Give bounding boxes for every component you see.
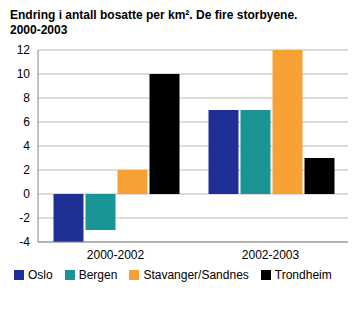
html-text:Bergen: Bergen: [78, 268, 118, 282]
svg-text:4: 4: [23, 139, 30, 153]
svg-text:-4: -4: [19, 235, 30, 249]
html-text:Trondheim: Trondheim: [274, 268, 332, 282]
svg-text:2002-2003: 2002-2003: [242, 248, 300, 262]
svg-text:-2: -2: [19, 211, 30, 225]
svg-text:8: 8: [23, 91, 30, 105]
svg-text:2000-2002: 2000-2002: [87, 248, 145, 262]
html-text:Stavanger/Sandnes: Stavanger/Sandnes: [143, 268, 249, 282]
svg-text:0: 0: [23, 187, 30, 201]
svg-text:10: 10: [17, 67, 31, 81]
svg-text:12: 12: [17, 43, 31, 57]
html-text:Oslo: Oslo: [28, 268, 53, 282]
svg-text:2: 2: [23, 163, 30, 177]
svg-text:6: 6: [23, 115, 30, 129]
html-text:Endring i antall bosatte per k: Endring i antall bosatte per km². De fir…: [10, 8, 298, 37]
